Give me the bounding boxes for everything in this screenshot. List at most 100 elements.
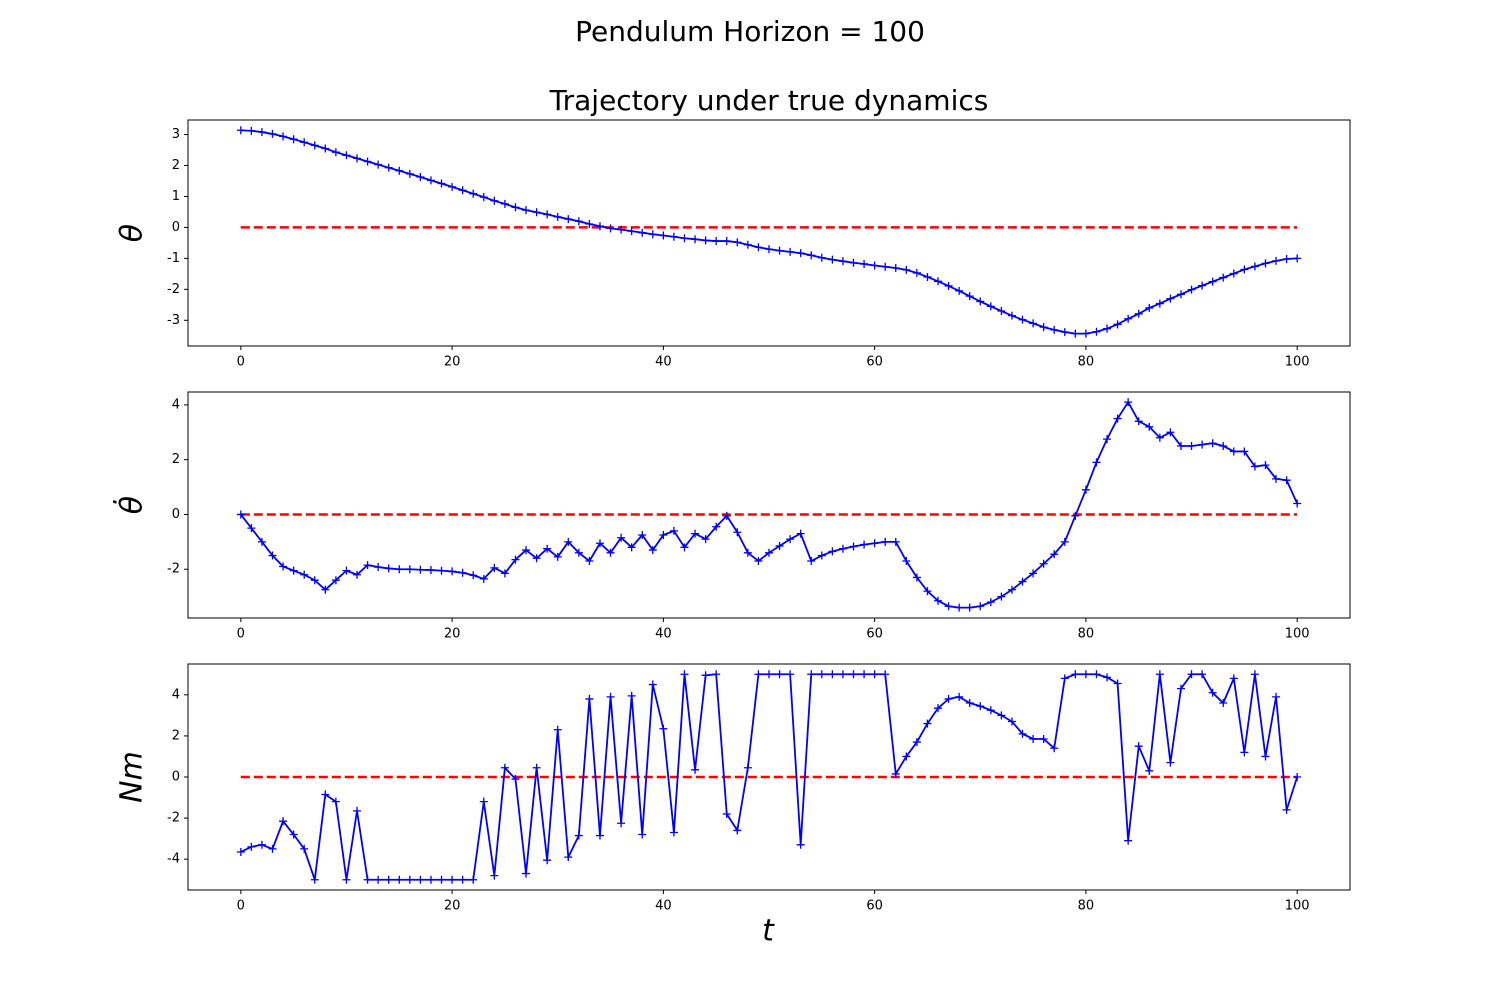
- x-tick-label: 0: [237, 899, 245, 914]
- point-marker: [775, 246, 784, 255]
- point-marker: [553, 552, 562, 561]
- point-marker: [733, 238, 742, 247]
- point-marker: [469, 875, 478, 884]
- point-marker: [1113, 320, 1122, 329]
- point-marker: [944, 281, 953, 290]
- point-marker: [902, 265, 911, 274]
- point-marker: [765, 548, 773, 557]
- point-marker: [1113, 679, 1122, 688]
- point-marker: [891, 263, 900, 272]
- point-marker: [976, 702, 985, 711]
- point-marker: [384, 875, 393, 884]
- point-marker: [448, 182, 457, 191]
- x-tick-label: 40: [655, 355, 672, 370]
- point-marker: [986, 598, 995, 607]
- point-marker: [923, 587, 932, 596]
- point-marker: [279, 562, 288, 571]
- point-marker: [585, 220, 594, 229]
- point-marker: [236, 847, 245, 856]
- point-marker: [796, 840, 805, 849]
- point-marker: [1272, 474, 1281, 483]
- point-marker: [934, 596, 943, 605]
- point-marker: [374, 563, 383, 572]
- point-marker: [511, 555, 520, 564]
- point-marker: [342, 875, 351, 884]
- point-marker: [331, 797, 340, 806]
- point-marker: [902, 557, 911, 566]
- x-axis-label: t: [762, 914, 775, 949]
- point-marker: [1240, 447, 1249, 456]
- point-marker: [236, 510, 245, 519]
- point-marker: [965, 292, 974, 301]
- figure-title: Pendulum Horizon = 100: [575, 15, 925, 48]
- y-tick-label: 0: [172, 770, 180, 785]
- point-marker: [522, 869, 531, 878]
- point-marker: [1166, 428, 1175, 437]
- point-marker: [500, 569, 509, 578]
- point-marker: [1272, 256, 1281, 265]
- point-marker: [1039, 323, 1048, 332]
- point-marker: [997, 592, 1006, 601]
- point-marker: [881, 537, 890, 546]
- point-marker: [405, 565, 414, 574]
- point-marker: [1039, 559, 1048, 568]
- point-marker: [342, 566, 351, 575]
- point-marker: [934, 277, 943, 286]
- point-marker: [247, 842, 256, 851]
- y-tick-label: 3: [172, 127, 180, 142]
- point-marker: [1060, 537, 1069, 546]
- x-tick-label: 60: [866, 627, 883, 642]
- point-marker: [353, 154, 362, 163]
- point-marker: [1240, 265, 1249, 274]
- point-marker: [448, 567, 457, 576]
- point-marker: [680, 234, 689, 243]
- point-marker: [257, 840, 266, 849]
- point-marker: [617, 225, 626, 234]
- point-marker: [1282, 805, 1291, 814]
- point-marker: [479, 797, 488, 806]
- point-marker: [648, 230, 657, 239]
- point-marker: [426, 566, 435, 575]
- point-marker: [1293, 499, 1302, 508]
- point-marker: [574, 217, 583, 226]
- point-marker: [257, 537, 266, 546]
- point-marker: [796, 249, 805, 258]
- point-marker: [1103, 673, 1112, 682]
- point-marker: [268, 551, 277, 560]
- y-tick-label: 4: [172, 687, 180, 702]
- point-marker: [765, 245, 773, 254]
- x-tick-label: 40: [655, 627, 672, 642]
- point-marker: [437, 566, 446, 575]
- point-marker: [965, 603, 974, 612]
- point-marker: [553, 725, 562, 734]
- x-tick-label: 100: [1285, 355, 1310, 370]
- point-marker: [606, 692, 615, 701]
- point-marker: [775, 541, 784, 550]
- point-marker: [955, 692, 964, 701]
- point-marker: [1145, 422, 1154, 431]
- point-marker: [638, 228, 647, 237]
- point-marker: [416, 172, 425, 181]
- x-tick-label: 40: [655, 899, 672, 914]
- point-marker: [870, 261, 879, 270]
- point-marker: [606, 548, 615, 557]
- point-marker: [1050, 744, 1059, 753]
- point-marker: [1293, 254, 1302, 263]
- point-marker: [1198, 670, 1207, 679]
- point-marker: [384, 163, 393, 172]
- point-marker: [490, 196, 499, 205]
- point-marker: [606, 224, 615, 233]
- point-marker: [891, 537, 900, 546]
- point-marker: [1018, 315, 1027, 324]
- axes-title: Trajectory under true dynamics: [549, 84, 989, 117]
- point-marker: [1007, 717, 1016, 726]
- point-marker: [1071, 329, 1080, 338]
- point-marker: [363, 561, 372, 570]
- point-marker: [1007, 585, 1016, 594]
- point-marker: [1018, 729, 1027, 738]
- point-marker: [669, 526, 678, 535]
- point-marker: [986, 706, 995, 715]
- point-marker: [849, 542, 858, 551]
- point-marker: [1261, 752, 1270, 761]
